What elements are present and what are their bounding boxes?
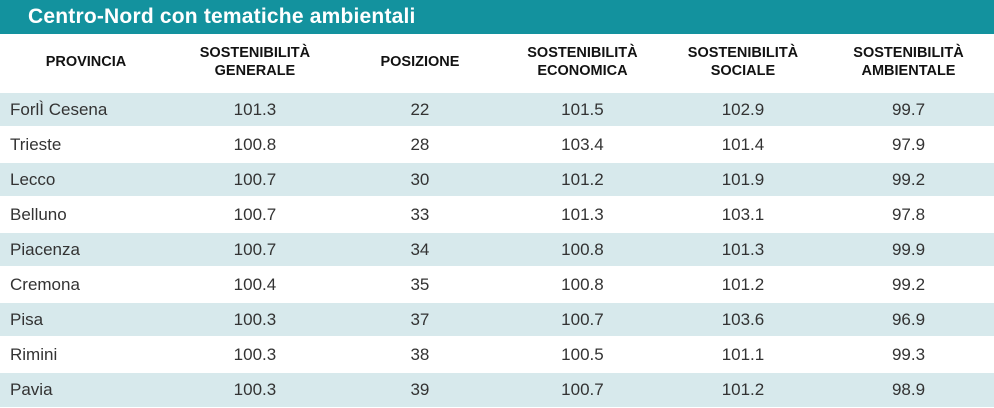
cell-generale: 100.7 (171, 161, 338, 197)
cell-ambientale: 96.9 (822, 301, 994, 337)
cell-ambientale: 97.9 (822, 126, 994, 162)
cell-ambientale: 99.7 (822, 91, 994, 127)
cell-posizione: 39 (337, 371, 502, 407)
cell-sociale: 103.1 (662, 196, 823, 232)
cell-economica: 103.4 (501, 126, 663, 162)
cell-ambientale: 99.3 (822, 336, 994, 372)
cell-provincia: Belluno (0, 196, 172, 232)
table-body: ForlÌ Cesena 101.3 22 101.5 102.9 99.7 Trieste… (0, 91, 994, 407)
cell-generale: 100.3 (171, 371, 338, 407)
cell-ambientale: 99.9 (822, 231, 994, 267)
cell-sociale: 101.9 (662, 161, 823, 197)
cell-generale: 100.7 (171, 196, 338, 232)
cell-economica: 100.7 (501, 371, 663, 407)
table-row: Trieste 100.8 28 103.4 101.4 97.9 (0, 126, 994, 162)
table-row: Lecco 100.7 30 101.2 101.9 99.2 (0, 161, 994, 197)
cell-provincia: Piacenza (0, 231, 172, 267)
cell-posizione: 37 (337, 301, 502, 337)
cell-posizione: 34 (337, 231, 502, 267)
cell-economica: 100.7 (501, 301, 663, 337)
cell-generale: 100.8 (171, 126, 338, 162)
cell-posizione: 22 (337, 91, 502, 127)
cell-provincia: ForlÌ Cesena (0, 91, 172, 127)
cell-provincia: Rimini (0, 336, 172, 372)
table-title-bar: Centro-Nord con tematiche ambientali (0, 0, 994, 34)
cell-sociale: 101.3 (662, 231, 823, 267)
cell-economica: 101.3 (501, 196, 663, 232)
cell-economica: 100.5 (501, 336, 663, 372)
header-row: PROVINCIA SOSTENIBILITÀ GENERALE POSIZIONE… (0, 34, 994, 92)
cell-provincia: Pisa (0, 301, 172, 337)
cell-generale: 100.7 (171, 231, 338, 267)
page-title: Centro-Nord con tematiche ambientali (28, 5, 416, 28)
cell-provincia: Cremona (0, 266, 172, 302)
cell-generale: 101.3 (171, 91, 338, 127)
table-row: Pavia 100.3 39 100.7 101.2 98.9 (0, 371, 994, 407)
cell-ambientale: 97.8 (822, 196, 994, 232)
cell-posizione: 38 (337, 336, 502, 372)
cell-ambientale: 99.2 (822, 161, 994, 197)
column-header-posizione: POSIZIONE (337, 34, 502, 92)
cell-generale: 100.3 (171, 301, 338, 337)
cell-economica: 100.8 (501, 266, 663, 302)
table-row: ForlÌ Cesena 101.3 22 101.5 102.9 99.7 (0, 91, 994, 127)
cell-economica: 101.2 (501, 161, 663, 197)
cell-sociale: 103.6 (662, 301, 823, 337)
cell-posizione: 30 (337, 161, 502, 197)
table-row: Belluno 100.7 33 101.3 103.1 97.8 (0, 196, 994, 232)
column-header-generale: SOSTENIBILITÀ GENERALE (171, 34, 338, 92)
cell-sociale: 101.1 (662, 336, 823, 372)
cell-provincia: Pavia (0, 371, 172, 407)
column-header-provincia: PROVINCIA (0, 34, 172, 92)
cell-economica: 100.8 (501, 231, 663, 267)
cell-posizione: 35 (337, 266, 502, 302)
cell-ambientale: 99.2 (822, 266, 994, 302)
table-row: Piacenza 100.7 34 100.8 101.3 99.9 (0, 231, 994, 267)
cell-sociale: 101.4 (662, 126, 823, 162)
cell-sociale: 102.9 (662, 91, 823, 127)
table-row: Pisa 100.3 37 100.7 103.6 96.9 (0, 301, 994, 337)
column-header-ambientale: SOSTENIBILITÀ AMBIENTALE (822, 34, 994, 92)
cell-generale: 100.4 (171, 266, 338, 302)
cell-posizione: 33 (337, 196, 502, 232)
table-header-row: PROVINCIA SOSTENIBILITÀ GENERALE POSIZIONE… (0, 34, 994, 92)
cell-sociale: 101.2 (662, 371, 823, 407)
cell-generale: 100.3 (171, 336, 338, 372)
column-header-economica: SOSTENIBILITÀ ECONOMICA (501, 34, 663, 92)
table-row: Rimini 100.3 38 100.5 101.1 99.3 (0, 336, 994, 372)
table-row: Cremona 100.4 35 100.8 101.2 99.2 (0, 266, 994, 302)
column-header-sociale: SOSTENIBILITÀ SOCIALE (662, 34, 823, 92)
cell-ambientale: 98.9 (822, 371, 994, 407)
sustainability-table: PROVINCIA SOSTENIBILITÀ GENERALE POSIZIONE… (0, 34, 994, 407)
cell-sociale: 101.2 (662, 266, 823, 302)
cell-economica: 101.5 (501, 91, 663, 127)
cell-posizione: 28 (337, 126, 502, 162)
cell-provincia: Trieste (0, 126, 172, 162)
cell-provincia: Lecco (0, 161, 172, 197)
